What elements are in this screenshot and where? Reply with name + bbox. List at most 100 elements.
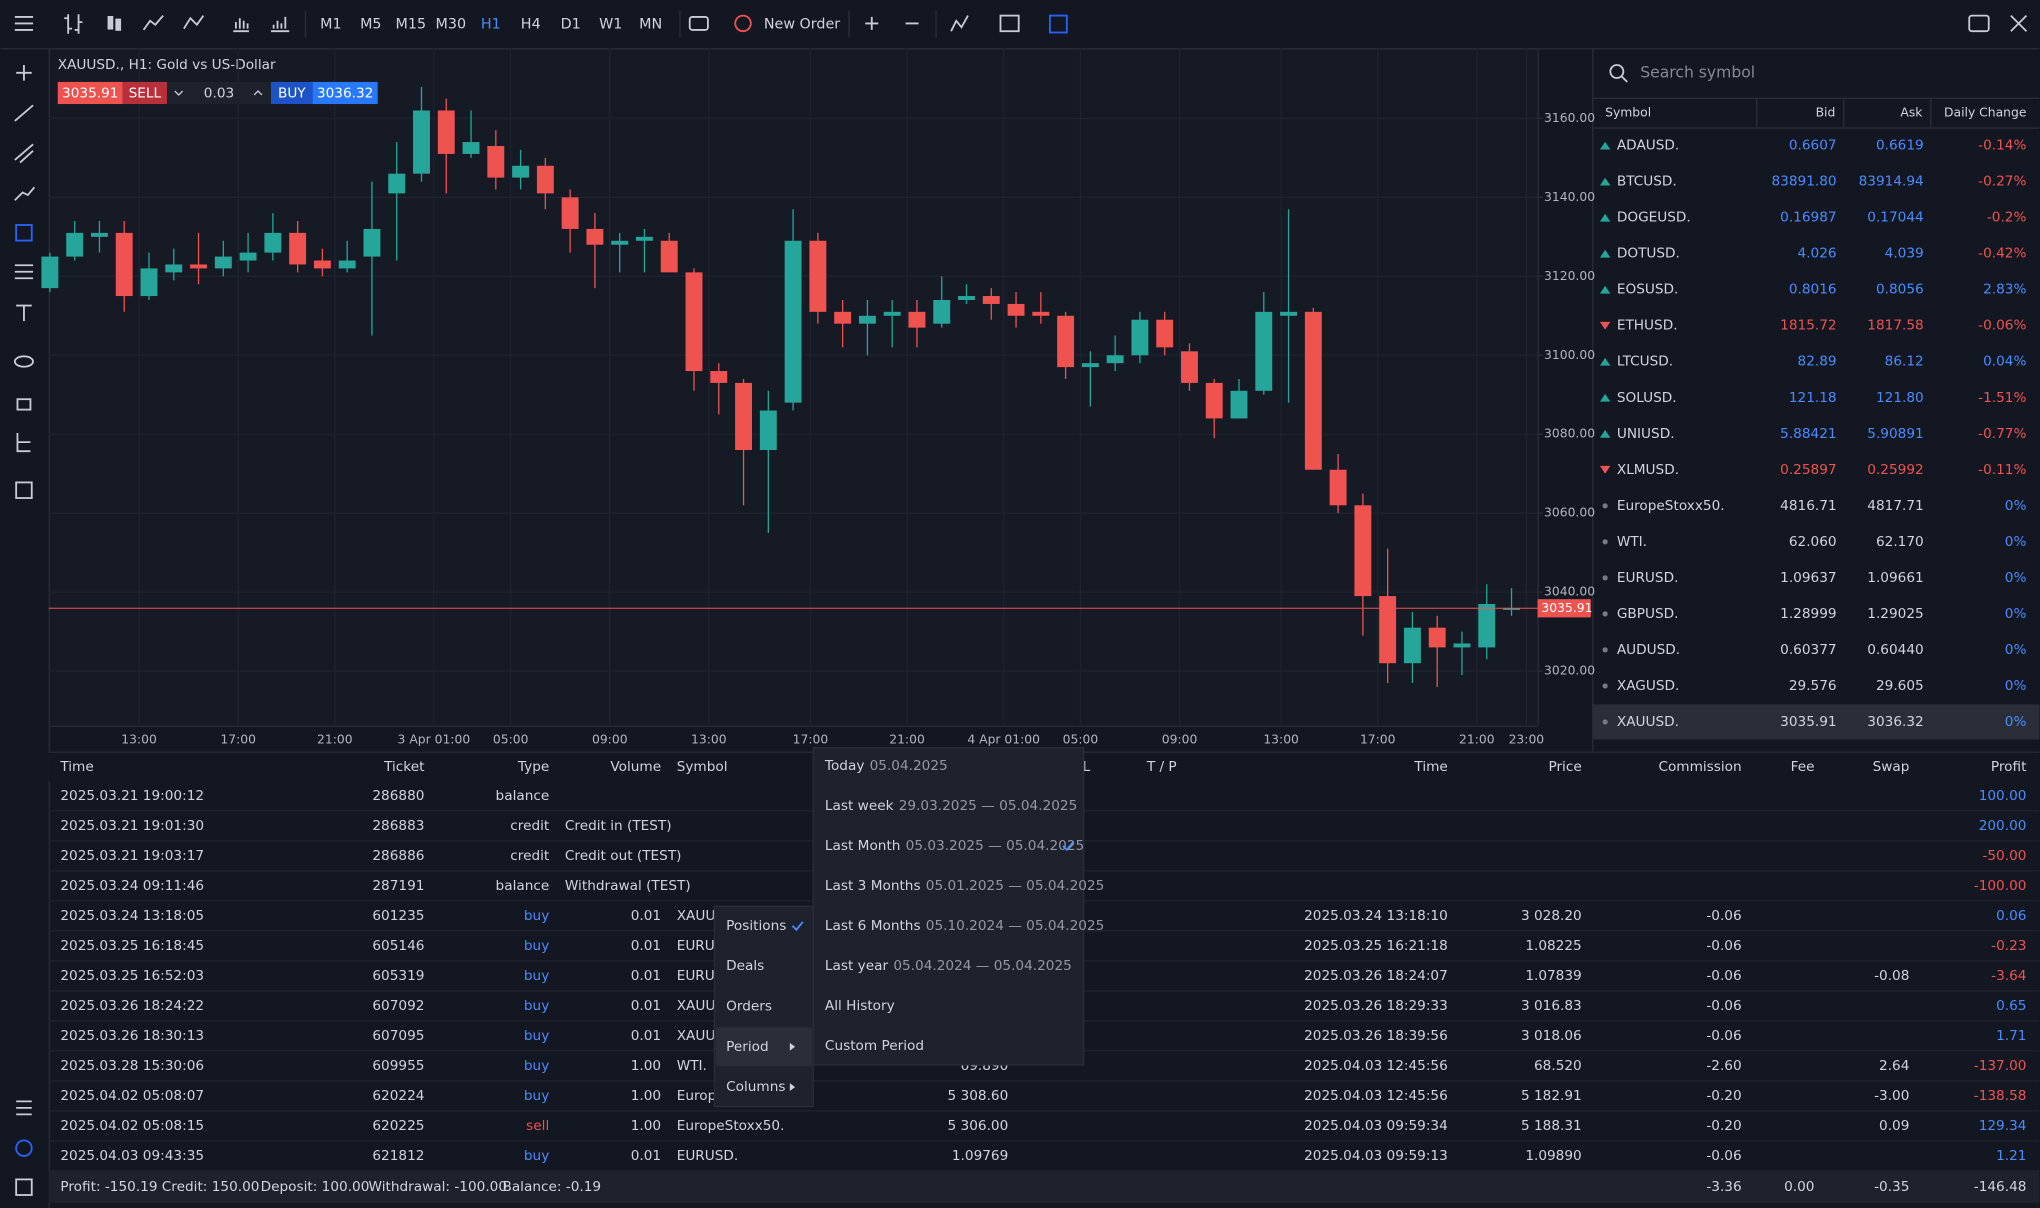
history-cell: 620225: [372, 1118, 424, 1134]
ask: 0.6619: [1876, 138, 1924, 154]
candle-body: [115, 232, 133, 297]
history-cell: 2025.04.03 12:45:56: [1304, 1058, 1448, 1074]
symbol-name[interactable]: WTI.: [1617, 534, 1647, 550]
history-cell: 2025.03.24 13:18:10: [1304, 908, 1448, 924]
timeframe-button[interactable]: M1: [320, 17, 341, 33]
symbol-name[interactable]: XLMUSD.: [1617, 462, 1679, 478]
candle-body: [759, 410, 777, 451]
volume-box[interactable]: [166, 81, 272, 105]
candle-body: [1007, 303, 1025, 316]
timeframe-button[interactable]: H4: [521, 17, 541, 33]
symbol-name[interactable]: GBPUSD.: [1617, 606, 1679, 622]
symbol-name[interactable]: ADAUSD.: [1617, 138, 1679, 154]
history-header: Profit: [1991, 759, 2027, 775]
timeframe-button[interactable]: M15: [396, 17, 427, 33]
menu-item[interactable]: Period: [726, 1039, 769, 1055]
symbol-name[interactable]: AUDUSD.: [1617, 642, 1680, 658]
history-cell: 2025.03.28 15:30:06: [60, 1058, 204, 1074]
column-header: Symbol: [1605, 106, 1651, 120]
trade-panel[interactable]: 3035.91 SELL 0.03 BUY 3036.32: [57, 81, 378, 105]
bid: 83891.80: [1772, 174, 1837, 190]
menu-item[interactable]: Positions: [726, 918, 786, 934]
history-cell: -0.06: [1706, 1028, 1741, 1044]
symbol-name[interactable]: UNIUSD.: [1617, 426, 1675, 442]
ask: 0.8056: [1876, 282, 1924, 298]
symbol-name[interactable]: XAUUSD.: [1617, 714, 1679, 730]
symbol-name[interactable]: XAGUSD.: [1617, 678, 1679, 694]
symbol-name[interactable]: EuropeStoxx50.: [1617, 498, 1725, 514]
sidebar-icons[interactable]: [13, 65, 36, 1196]
history-cell: 0.06: [1996, 908, 2026, 924]
menu-item[interactable]: Orders: [726, 998, 772, 1014]
history-cell: 129.34: [1979, 1118, 2027, 1134]
symbol-name[interactable]: DOGEUSD.: [1617, 210, 1691, 226]
period-item[interactable]: Last 3 Months: [825, 878, 921, 894]
history-cell: EuropeStoxx50.: [677, 1118, 785, 1134]
symbol-name[interactable]: EOSUSD.: [1617, 282, 1678, 298]
candle-body: [1280, 311, 1298, 316]
timeframe-button[interactable]: D1: [561, 17, 581, 33]
history-cell: 2025.03.25 16:21:18: [1304, 938, 1448, 954]
period-item[interactable]: Last Month: [825, 838, 901, 854]
menu-item[interactable]: Deals: [726, 958, 764, 974]
symbol-name[interactable]: BTCUSD.: [1617, 174, 1677, 190]
ask: 4817.71: [1867, 498, 1923, 514]
buy-price-box[interactable]: [312, 81, 378, 105]
sell-price-box[interactable]: [57, 81, 123, 105]
history-cell: 609955: [372, 1058, 424, 1074]
period-item[interactable]: All History: [825, 998, 895, 1014]
history-cell: -0.06: [1706, 998, 1741, 1014]
column-header: Daily Change: [1944, 106, 2026, 120]
timeframe-button[interactable]: MN: [639, 17, 662, 33]
period-menu[interactable]: [812, 747, 1085, 1066]
candle-body: [933, 299, 951, 324]
period-item[interactable]: Last year: [825, 958, 889, 974]
symbol-name[interactable]: LTCUSD.: [1617, 354, 1673, 370]
ask: 0.25992: [1867, 462, 1923, 478]
history-cell: 2025.03.26 18:24:07: [1304, 968, 1448, 984]
symbol-name[interactable]: SOLUSD.: [1617, 390, 1677, 406]
history-cell: 0.01: [631, 938, 661, 954]
history-cell: 2025.03.26 18:39:56: [1304, 1028, 1448, 1044]
symbol-name[interactable]: DOTUSD.: [1617, 246, 1680, 262]
timeframe-button[interactable]: M5: [360, 17, 381, 33]
symbol-name[interactable]: ETHUSD.: [1617, 318, 1678, 334]
bid: 29.576: [1789, 678, 1837, 694]
x-tick-label: 21:00: [1459, 732, 1495, 746]
period-item[interactable]: Last week: [825, 798, 894, 814]
search-input[interactable]: Search symbol: [1640, 63, 1755, 81]
history-header: Volume: [610, 759, 661, 775]
history-cell: 1.00: [631, 1058, 661, 1074]
trend-down-icon: [1599, 465, 1611, 474]
timeframe-button[interactable]: H1: [481, 17, 501, 33]
menu-item[interactable]: Columns: [726, 1079, 785, 1095]
history-header: Symbol: [677, 759, 728, 775]
history-cell: 1.71: [1996, 1028, 2026, 1044]
period-item[interactable]: Today: [824, 758, 864, 774]
buy-button[interactable]: [271, 81, 313, 105]
history-cell: -0.06: [1706, 968, 1741, 984]
history-cell: 605319: [372, 968, 424, 984]
candle-body: [636, 236, 653, 241]
period-item[interactable]: Custom Period: [825, 1038, 924, 1054]
context-menu[interactable]: [713, 905, 814, 1108]
symbol-name[interactable]: EURUSD.: [1617, 570, 1679, 586]
bid: 1.28999: [1780, 606, 1836, 622]
history-cell: buy: [524, 1058, 549, 1074]
x-tick-label: 09:00: [592, 732, 628, 746]
volume-arrows[interactable]: [174, 90, 263, 96]
bid: 5.88421: [1780, 426, 1836, 442]
bid: 82.89: [1798, 354, 1837, 370]
candle-body: [908, 311, 926, 328]
candle-body: [41, 256, 59, 289]
sell-button[interactable]: [122, 81, 167, 105]
timeframe-button[interactable]: M30: [436, 17, 467, 33]
toolbar-icons[interactable]: [14, 14, 2028, 34]
history-cell: 0.65: [1996, 998, 2026, 1014]
period-item[interactable]: Last 6 Months: [825, 918, 921, 934]
history-cell: 2025.03.26 18:30:13: [60, 1028, 204, 1044]
new-order-button[interactable]: New Order: [764, 17, 840, 33]
candle-body: [1453, 643, 1471, 648]
history-cell: credit: [510, 818, 550, 834]
timeframe-button[interactable]: W1: [599, 17, 622, 33]
